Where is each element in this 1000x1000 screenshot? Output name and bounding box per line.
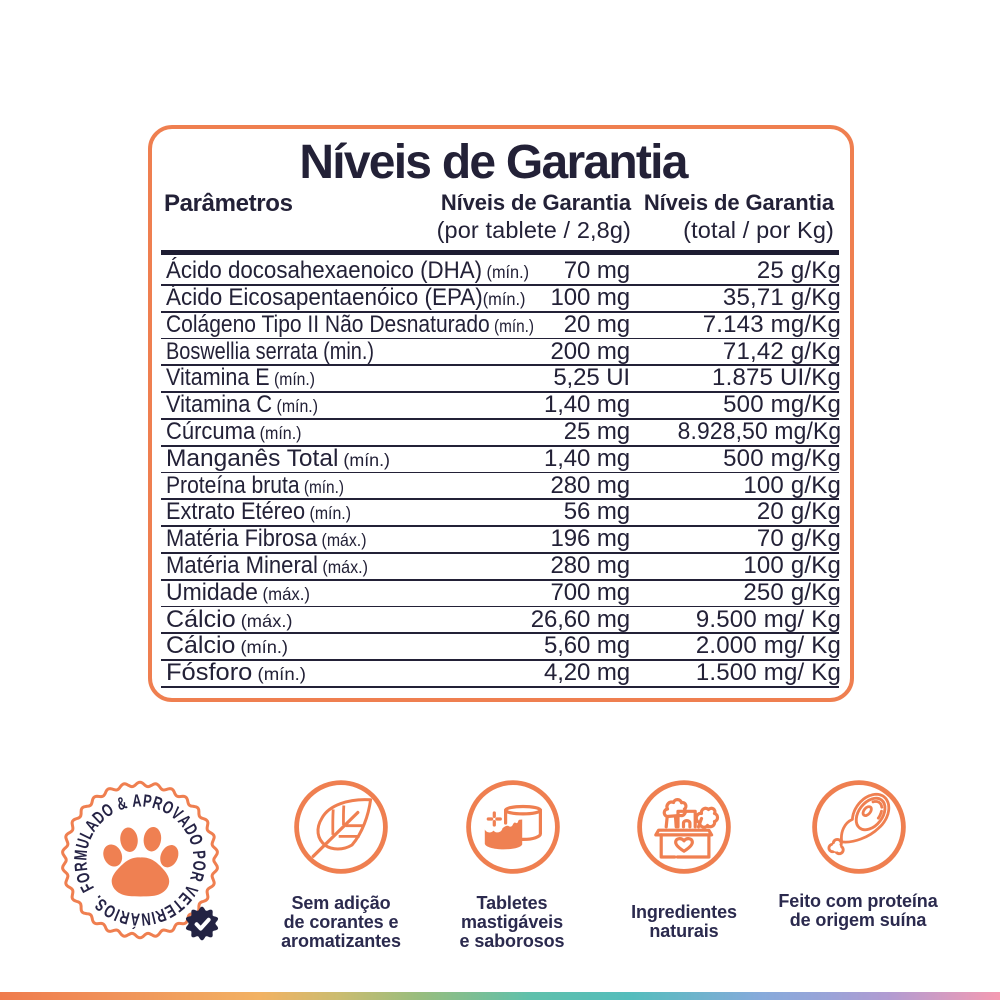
svg-text:I: I	[149, 907, 157, 927]
svg-text:Á: Á	[130, 908, 141, 928]
svg-text:I: I	[112, 904, 123, 923]
svg-text:M: M	[71, 849, 91, 861]
svg-text:N: N	[140, 908, 151, 928]
svg-text:A: A	[132, 791, 142, 811]
svg-text:R: R	[71, 861, 91, 872]
svg-text:O: O	[188, 860, 208, 872]
svg-text:P: P	[188, 850, 208, 860]
svg-text:P: P	[142, 792, 153, 812]
